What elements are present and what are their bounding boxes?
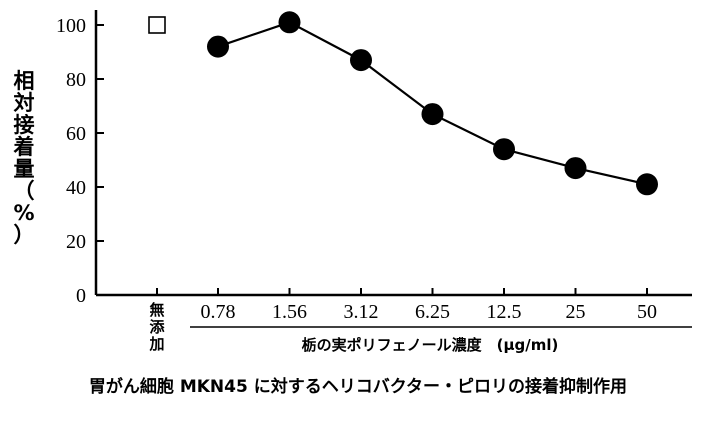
- x-tick-label: 6.25: [415, 301, 450, 323]
- data-point: [350, 49, 372, 72]
- x-tick-label: 12.5: [487, 301, 522, 323]
- control-label: 無添加: [148, 301, 165, 353]
- data-point: [278, 11, 301, 34]
- y-tick-label: 20: [66, 231, 86, 253]
- x-axis-label: 栃の実ポリフェノール濃度 (μg/ml): [302, 336, 559, 354]
- y-ticks: 0 20 40 60 80 100: [56, 15, 104, 307]
- y-tick-label: 100: [56, 15, 86, 37]
- data-point: [421, 103, 444, 126]
- x-tick-label: 1.56: [272, 301, 307, 323]
- data-point: [493, 138, 515, 161]
- y-axis-label: 相対接着量（%）: [13, 69, 35, 247]
- data-point: [564, 157, 587, 180]
- data-point: [636, 173, 658, 196]
- y-tick-label: 60: [66, 123, 86, 145]
- y-tick-label: 40: [66, 177, 86, 199]
- x-tick-labels: 0.78 1.56 3.12 6.25 12.5 25 50: [156, 288, 657, 323]
- y-tick-label: 0: [76, 285, 86, 307]
- x-tick-label: 3.12: [344, 301, 379, 323]
- x-tick-label: 50: [637, 301, 657, 323]
- x-tick-label: 25: [566, 301, 586, 323]
- control-marker: [148, 16, 166, 34]
- data-point: [207, 35, 229, 58]
- y-tick-label: 80: [66, 69, 86, 91]
- x-tick-label: 0.78: [201, 301, 236, 323]
- figure-caption: 胃がん細胞 MKN45 に対するヘリコバクター・ピロリの接着抑制作用: [89, 376, 627, 397]
- series: [148, 11, 658, 196]
